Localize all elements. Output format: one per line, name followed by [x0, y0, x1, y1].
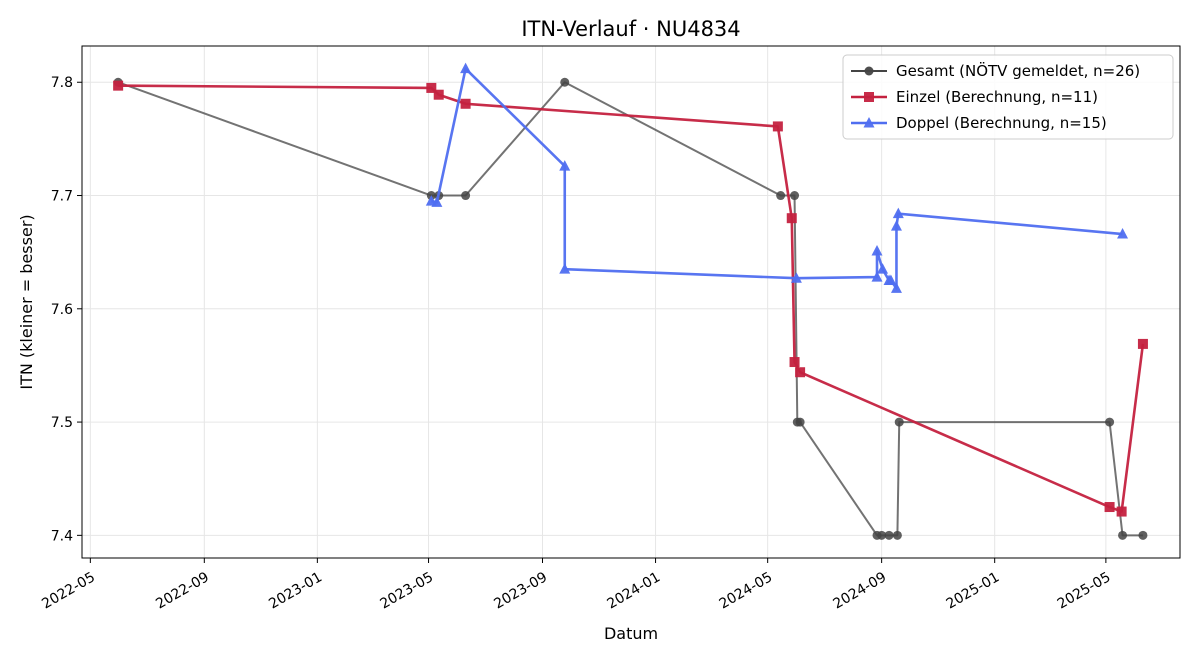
grid-lines: [82, 46, 1180, 558]
data-point: [1118, 530, 1128, 540]
data-point: [790, 272, 802, 283]
legend: Gesamt (NÖTV gemeldet, n=26) Einzel (Bere…: [842, 54, 1174, 140]
y-tick-label: 7.4: [51, 528, 73, 544]
data-point: [795, 367, 806, 378]
data-point: [776, 191, 786, 201]
y-tick-label: 7.8: [51, 75, 73, 91]
data-point: [885, 274, 897, 285]
data-point: [877, 263, 889, 274]
plot-frame: [81, 45, 1181, 559]
x-tick-label: 2023-05: [377, 569, 436, 612]
y-axis-label: ITN (kleiner = besser): [17, 214, 36, 389]
data-point: [1137, 338, 1148, 349]
series-layer: [113, 62, 1148, 540]
legend-label: Gesamt (NÖTV gemeldet, n=26): [896, 61, 1140, 80]
data-point: [890, 282, 902, 293]
x-tick-label: 2023-01: [266, 569, 325, 612]
data-point: [559, 263, 571, 274]
data-point: [890, 220, 902, 231]
data-point: [877, 530, 887, 540]
data-point: [460, 98, 471, 109]
x-tick-label: 2024-05: [717, 569, 776, 612]
data-point: [871, 271, 883, 282]
data-point: [1116, 506, 1127, 517]
legend-item: Einzel (Berechnung, n=11): [851, 88, 1098, 106]
legend-label: Einzel (Berechnung, n=11): [896, 88, 1098, 106]
legend-box: [842, 54, 1174, 140]
x-tick-label: 2023-09: [491, 569, 550, 612]
x-tick-label: 2024-09: [831, 569, 890, 612]
legend-marker: [864, 92, 874, 102]
data-point: [894, 417, 904, 427]
legend-marker: [864, 66, 874, 76]
data-point: [790, 191, 800, 201]
data-point: [431, 196, 443, 207]
data-point: [426, 82, 437, 93]
y-tick-label: 7.6: [51, 302, 73, 318]
data-point: [433, 89, 444, 100]
legend-marker: [863, 117, 875, 128]
legend-item: Doppel (Berechnung, n=15): [851, 114, 1107, 132]
x-tick-label: 2024-01: [604, 569, 663, 612]
data-point: [892, 207, 904, 219]
data-point: [560, 77, 570, 87]
x-axis: 2022-05 2022-09 2023-01 2023-05 2023-09 2024-…: [39, 558, 1113, 612]
data-point: [1138, 530, 1148, 540]
series-line: [118, 84, 1145, 513]
data-point: [113, 80, 124, 91]
chart-title: ITN-Verlauf · NU4834: [521, 17, 740, 41]
x-axis-label: Datum: [604, 624, 658, 643]
series-triangle: [425, 62, 1129, 293]
x-tick-label: 2022-09: [153, 569, 212, 612]
data-point: [461, 191, 471, 201]
data-point: [559, 160, 571, 171]
y-tick-label: 7.5: [51, 415, 73, 431]
data-point: [795, 417, 805, 427]
data-point: [1117, 228, 1129, 239]
data-point: [786, 213, 797, 224]
data-point: [1105, 417, 1115, 427]
data-point: [892, 530, 902, 540]
data-point: [884, 530, 894, 540]
legend-label: Doppel (Berechnung, n=15): [896, 114, 1107, 132]
data-point: [772, 121, 783, 132]
legend-item: Gesamt (NÖTV gemeldet, n=26): [851, 61, 1140, 80]
data-point: [460, 62, 472, 74]
y-tick-label: 7.7: [51, 189, 73, 205]
series-square: [113, 80, 1148, 517]
x-tick-label: 2022-05: [39, 569, 98, 612]
x-tick-label: 2025-01: [944, 569, 1003, 612]
x-tick-label: 2025-05: [1055, 569, 1114, 612]
y-axis: 7.4 7.5 7.6 7.7 7.8: [51, 75, 82, 544]
data-point: [789, 357, 800, 368]
data-point: [871, 245, 883, 256]
data-point: [1104, 502, 1115, 513]
